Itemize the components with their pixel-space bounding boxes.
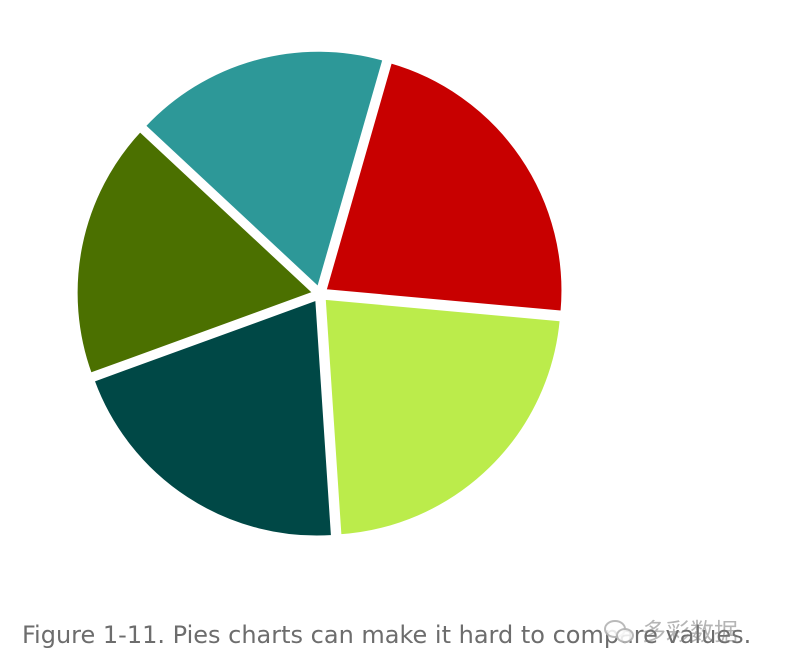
watermark: 多彩数据 [604,612,738,647]
pie-chart-container [74,48,565,539]
pie-slice-3 [91,296,335,539]
pie-chart [74,48,565,539]
wechat-icon [604,618,634,643]
pie-slice-2 [322,296,563,538]
pie-slice-4 [74,128,317,377]
pie-slice-5 [142,48,386,291]
watermark-text: 多彩数据 [642,618,738,646]
pie-slice-1 [323,59,565,314]
